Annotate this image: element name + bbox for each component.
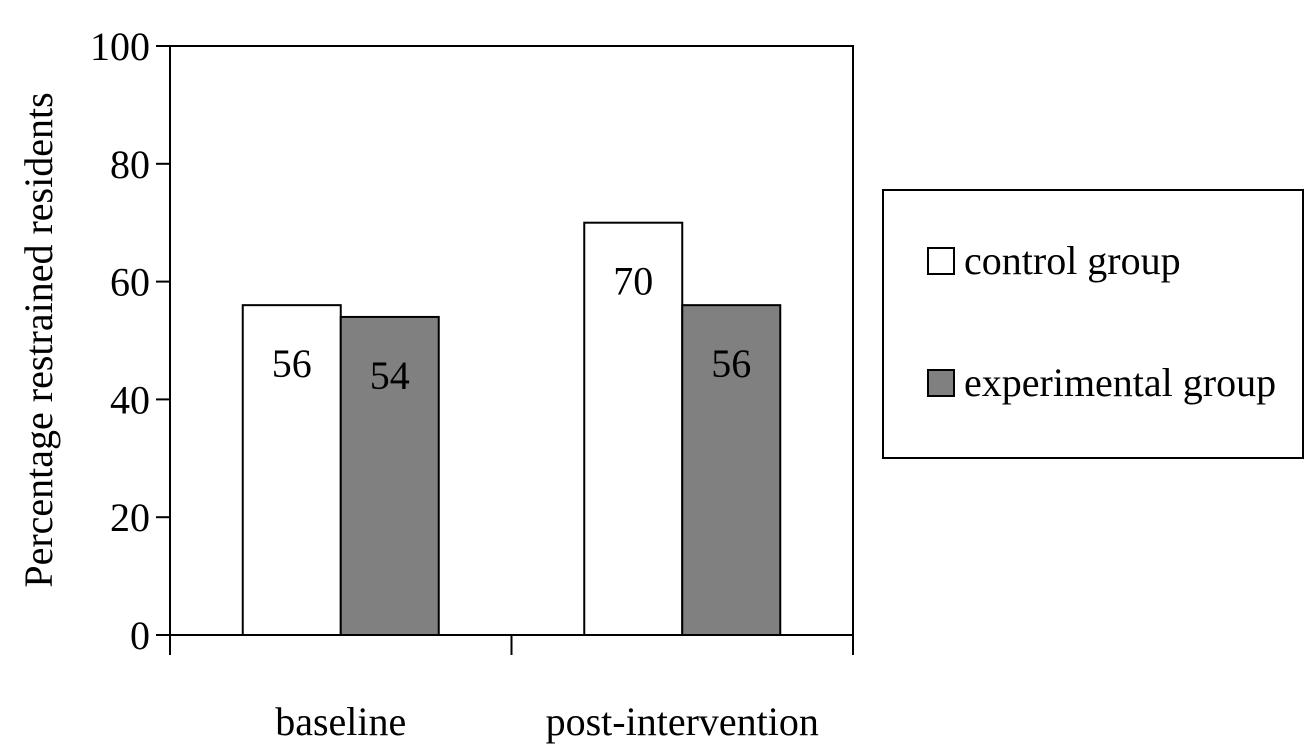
x-axis: baseline post-intervention [169,635,854,744]
y-tick-label: 0 [130,613,150,658]
bar-value-label: 54 [370,353,410,398]
legend-swatch [927,247,955,275]
y-axis: 0 20 40 60 80 100 [90,24,170,658]
y-tick-label: 100 [90,24,150,69]
legend-label: experimental group [964,360,1276,405]
legend: control group experimental group [882,189,1304,459]
x-tick-label: post-intervention [546,699,819,744]
bar-value-label: 56 [711,341,751,386]
legend-swatch [927,369,955,397]
y-tick-label: 20 [110,495,150,540]
bar-value-label: 56 [272,341,312,386]
bar [339,315,440,636]
legend-box [882,189,1304,459]
y-tick-label: 40 [110,377,150,422]
legend-label: control group [964,238,1181,283]
bar [583,221,684,636]
bars-group: 56 54 70 56 [241,221,782,636]
bar [241,304,342,636]
y-axis-title: Percentage restrained residents [16,92,61,587]
y-tick-label: 80 [110,142,150,187]
y-tick-label: 60 [110,260,150,305]
x-tick-label: baseline [275,699,406,744]
bar-value-label: 70 [613,259,653,304]
bar [681,304,782,636]
